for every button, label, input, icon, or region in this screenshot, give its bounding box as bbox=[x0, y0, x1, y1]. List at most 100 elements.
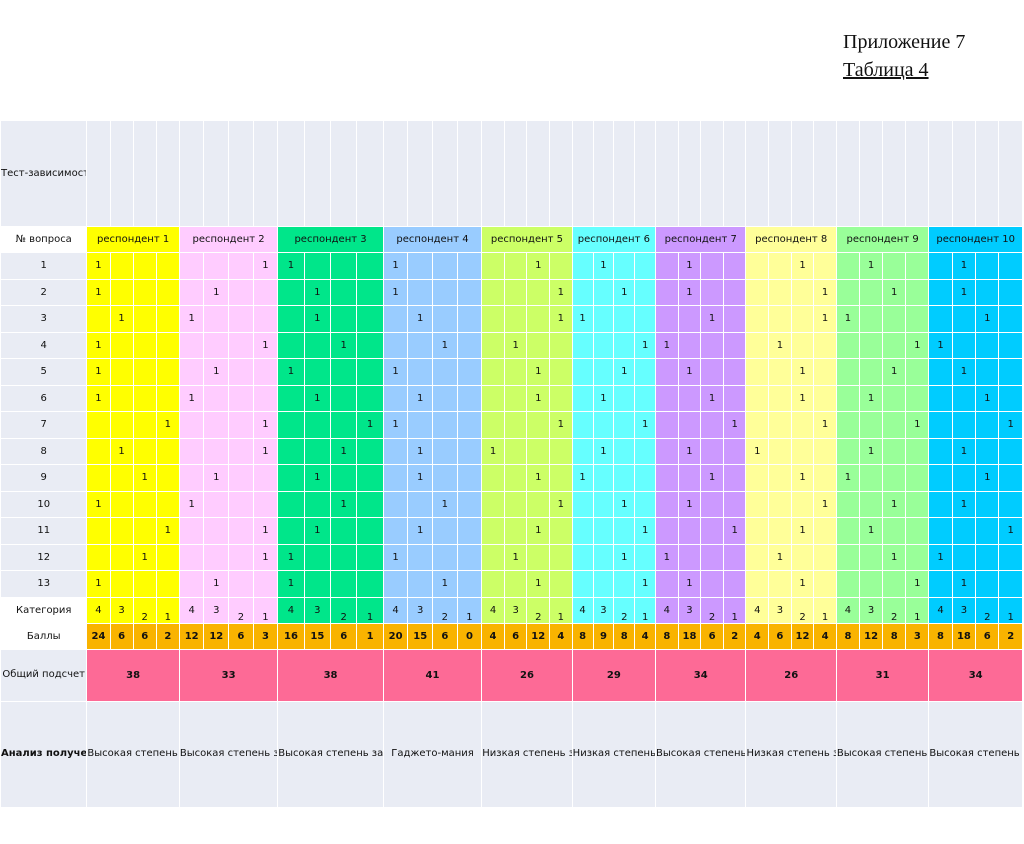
answer-cell bbox=[634, 437, 657, 465]
answer-mark: 1 bbox=[571, 305, 594, 333]
answer-cell bbox=[481, 278, 505, 306]
answer-cell bbox=[549, 331, 573, 359]
category-value: 4 bbox=[481, 596, 505, 624]
answer-mark: 1 bbox=[790, 384, 815, 412]
answer-cell bbox=[178, 331, 205, 359]
answer-mark: 1 bbox=[203, 570, 230, 598]
answer-mark: 1 bbox=[677, 358, 702, 386]
points-value: 6 bbox=[975, 622, 1000, 650]
blank-cell bbox=[928, 120, 953, 227]
answer-cell bbox=[228, 411, 254, 439]
answer-cell bbox=[252, 305, 279, 333]
answer-cell bbox=[700, 252, 724, 280]
answer-cell bbox=[813, 543, 837, 571]
answer-mark: 1 bbox=[277, 252, 305, 280]
answer-cell bbox=[432, 278, 458, 306]
analysis-value: Низкая степень зависимости bbox=[481, 700, 573, 808]
analysis-value: Высокая степень зависимости bbox=[178, 700, 279, 808]
answer-cell bbox=[356, 437, 384, 465]
points-value: 1 bbox=[356, 622, 384, 650]
answer-cell bbox=[382, 305, 409, 333]
answer-mark: 1 bbox=[178, 384, 205, 412]
points-value: 2 bbox=[155, 622, 180, 650]
blank-cell bbox=[356, 120, 384, 227]
respondent-header: респондент 4 bbox=[382, 226, 483, 253]
category-value: 1 bbox=[998, 596, 1023, 624]
answer-cell bbox=[592, 331, 615, 359]
answer-cell bbox=[481, 543, 505, 571]
answer-cell bbox=[481, 464, 505, 492]
category-value: 4 bbox=[745, 596, 770, 624]
answer-cell bbox=[928, 278, 953, 306]
answer-cell bbox=[503, 437, 528, 465]
answer-cell bbox=[768, 570, 792, 598]
category-value: 4 bbox=[277, 596, 305, 624]
blank-cell bbox=[549, 120, 573, 227]
answer-cell bbox=[951, 517, 977, 545]
answer-cell bbox=[382, 490, 409, 518]
answer-cell bbox=[571, 278, 594, 306]
respondent-header: респондент 7 bbox=[655, 226, 747, 253]
answer-cell bbox=[481, 570, 505, 598]
answer-cell bbox=[456, 543, 483, 571]
points-value: 8 bbox=[928, 622, 953, 650]
answer-cell bbox=[382, 331, 409, 359]
answer-cell bbox=[998, 358, 1023, 386]
answer-mark: 1 bbox=[503, 543, 528, 571]
points-value: 12 bbox=[526, 622, 551, 650]
question-number: 9 bbox=[0, 464, 88, 492]
respondent-header: респондент 6 bbox=[571, 226, 657, 253]
answer-mark: 1 bbox=[382, 278, 409, 306]
answer-cell bbox=[203, 437, 230, 465]
answer-cell bbox=[571, 543, 594, 571]
answer-cell bbox=[330, 358, 358, 386]
answer-cell bbox=[503, 252, 528, 280]
answer-cell bbox=[481, 411, 505, 439]
blank-cell bbox=[503, 120, 528, 227]
answer-cell bbox=[356, 384, 384, 412]
answer-cell bbox=[432, 543, 458, 571]
answer-cell bbox=[813, 331, 837, 359]
points-value: 2 bbox=[722, 622, 747, 650]
answer-cell bbox=[481, 384, 505, 412]
answer-mark: 1 bbox=[277, 570, 305, 598]
answer-mark: 1 bbox=[677, 437, 702, 465]
answer-mark: 1 bbox=[407, 517, 434, 545]
category-value: 3 bbox=[109, 596, 134, 624]
answer-cell bbox=[456, 384, 483, 412]
answer-mark: 1 bbox=[722, 517, 747, 545]
answer-cell bbox=[998, 464, 1023, 492]
answer-cell bbox=[592, 543, 615, 571]
answer-cell bbox=[303, 331, 332, 359]
answer-mark: 1 bbox=[613, 490, 636, 518]
answer-cell bbox=[178, 252, 205, 280]
answer-mark: 1 bbox=[951, 437, 977, 465]
answer-cell bbox=[905, 517, 930, 545]
answer-cell bbox=[928, 570, 953, 598]
question-number: 4 bbox=[0, 331, 88, 359]
answer-cell bbox=[228, 437, 254, 465]
answer-mark: 1 bbox=[86, 331, 111, 359]
answer-cell bbox=[228, 490, 254, 518]
answer-cell bbox=[382, 437, 409, 465]
answer-cell bbox=[722, 384, 747, 412]
answer-mark: 1 bbox=[905, 570, 930, 598]
answer-cell bbox=[503, 490, 528, 518]
answer-cell bbox=[745, 331, 770, 359]
answer-cell bbox=[456, 278, 483, 306]
blank-cell bbox=[382, 120, 409, 227]
answer-cell bbox=[109, 490, 134, 518]
answer-cell bbox=[228, 384, 254, 412]
answer-mark: 1 bbox=[722, 411, 747, 439]
points-value: 4 bbox=[549, 622, 573, 650]
answer-mark: 1 bbox=[86, 358, 111, 386]
answer-cell bbox=[252, 490, 279, 518]
points-value: 12 bbox=[178, 622, 205, 650]
total-value: 29 bbox=[571, 648, 657, 702]
blank-cell bbox=[905, 120, 930, 227]
respondent-header: респондент 10 bbox=[928, 226, 1023, 253]
answer-cell bbox=[592, 464, 615, 492]
answer-cell bbox=[998, 331, 1023, 359]
answer-mark: 1 bbox=[330, 437, 358, 465]
